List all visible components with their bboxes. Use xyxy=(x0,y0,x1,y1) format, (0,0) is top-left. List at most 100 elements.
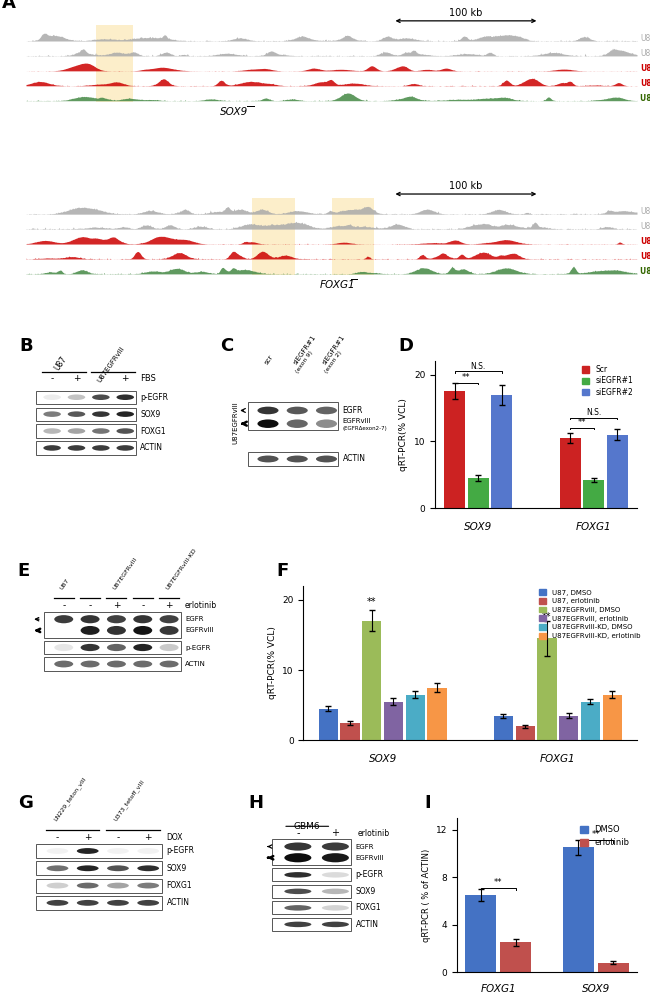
Bar xyxy=(248,452,338,465)
Ellipse shape xyxy=(137,865,159,871)
Text: scr: scr xyxy=(263,354,274,366)
Text: N.S.: N.S. xyxy=(586,409,601,418)
Ellipse shape xyxy=(287,407,307,415)
Ellipse shape xyxy=(284,889,311,894)
Bar xyxy=(36,861,162,875)
Ellipse shape xyxy=(284,842,311,850)
Text: SOX9: SOX9 xyxy=(166,864,187,873)
Text: **: ** xyxy=(494,878,502,887)
Text: U87EGFRvIII -FBS-erlo: U87EGFRvIII -FBS-erlo xyxy=(640,93,650,102)
Bar xyxy=(465,895,496,972)
Bar xyxy=(36,441,136,454)
Text: U87: U87 xyxy=(53,354,69,372)
Text: -: - xyxy=(56,833,59,842)
Text: A: A xyxy=(1,0,16,12)
Ellipse shape xyxy=(257,407,278,415)
Text: D: D xyxy=(398,337,413,355)
Text: FOXG1: FOXG1 xyxy=(480,984,516,992)
Bar xyxy=(272,902,352,915)
Ellipse shape xyxy=(92,395,110,400)
Bar xyxy=(559,715,578,740)
Ellipse shape xyxy=(316,420,337,428)
Text: SOX9: SOX9 xyxy=(582,984,610,992)
Text: C: C xyxy=(220,337,233,355)
Bar xyxy=(341,722,359,740)
Bar xyxy=(36,896,162,910)
Text: +: + xyxy=(112,601,120,610)
Text: **: ** xyxy=(592,830,600,839)
Ellipse shape xyxy=(54,644,73,651)
Text: FOXG1: FOXG1 xyxy=(166,881,192,890)
Bar xyxy=(500,942,531,972)
Bar xyxy=(36,425,136,437)
Ellipse shape xyxy=(160,626,179,635)
Ellipse shape xyxy=(107,661,126,668)
Bar xyxy=(318,708,338,740)
Text: ACTIN: ACTIN xyxy=(166,899,190,908)
Text: FOXG1: FOXG1 xyxy=(540,754,576,764)
Ellipse shape xyxy=(133,644,152,651)
Bar xyxy=(36,879,162,893)
Text: **: ** xyxy=(542,611,552,622)
Ellipse shape xyxy=(77,883,99,889)
Ellipse shape xyxy=(257,455,278,462)
Ellipse shape xyxy=(316,455,337,462)
Ellipse shape xyxy=(77,848,99,854)
Text: SOX9: SOX9 xyxy=(220,107,248,117)
Ellipse shape xyxy=(116,395,134,400)
Bar xyxy=(272,885,352,898)
Text: EGFR: EGFR xyxy=(356,843,374,849)
Text: +: + xyxy=(73,374,80,383)
Text: SOX9: SOX9 xyxy=(369,754,396,764)
Ellipse shape xyxy=(68,445,85,450)
Ellipse shape xyxy=(287,455,307,462)
Ellipse shape xyxy=(47,900,68,906)
Legend: DMSO, erlotinib: DMSO, erlotinib xyxy=(576,822,633,851)
Bar xyxy=(362,621,382,740)
Text: p-EGFR: p-EGFR xyxy=(166,846,194,855)
Ellipse shape xyxy=(287,420,307,428)
Text: p-EGFR: p-EGFR xyxy=(185,645,210,651)
Text: -: - xyxy=(116,833,120,842)
Text: N.S.: N.S. xyxy=(471,361,486,371)
Text: EGFRvIII: EGFRvIII xyxy=(356,855,384,861)
Ellipse shape xyxy=(81,626,99,635)
Ellipse shape xyxy=(137,848,159,854)
Text: U87EGFRvIII: U87EGFRvIII xyxy=(96,344,125,383)
Text: I: I xyxy=(425,794,432,811)
Text: U87: U87 xyxy=(60,577,71,590)
Bar xyxy=(384,701,403,740)
Ellipse shape xyxy=(160,644,179,651)
Text: -: - xyxy=(296,828,300,838)
Ellipse shape xyxy=(322,922,349,928)
Ellipse shape xyxy=(92,445,110,450)
Text: p-EGFR: p-EGFR xyxy=(140,393,168,402)
Ellipse shape xyxy=(133,661,152,668)
Y-axis label: qRT-PCR(% VCL): qRT-PCR(% VCL) xyxy=(268,627,277,699)
Bar xyxy=(444,391,465,508)
Ellipse shape xyxy=(322,853,349,862)
Text: U87EGFRvIII-FBS: U87EGFRvIII-FBS xyxy=(640,63,650,72)
Text: (exon 2): (exon 2) xyxy=(324,350,343,374)
Ellipse shape xyxy=(44,429,61,434)
Text: G: G xyxy=(18,794,32,811)
Text: -: - xyxy=(88,601,92,610)
Bar xyxy=(468,478,489,508)
Text: EGFRvIII: EGFRvIII xyxy=(185,627,213,634)
Ellipse shape xyxy=(77,900,99,906)
Text: LN229_teton_vIII: LN229_teton_vIII xyxy=(53,776,88,822)
Text: SOX9: SOX9 xyxy=(356,887,376,896)
Ellipse shape xyxy=(284,922,311,928)
Text: EGFR: EGFR xyxy=(343,406,363,415)
Ellipse shape xyxy=(107,865,129,871)
Ellipse shape xyxy=(81,644,99,651)
Bar xyxy=(248,403,338,431)
Ellipse shape xyxy=(44,395,61,400)
Ellipse shape xyxy=(137,883,159,889)
Text: +: + xyxy=(84,833,92,842)
Y-axis label: qRT-PCR ( % of ACTIN): qRT-PCR ( % of ACTIN) xyxy=(422,848,430,941)
Bar xyxy=(494,715,513,740)
Text: B: B xyxy=(19,337,32,355)
Bar xyxy=(252,198,295,276)
Ellipse shape xyxy=(107,900,129,906)
